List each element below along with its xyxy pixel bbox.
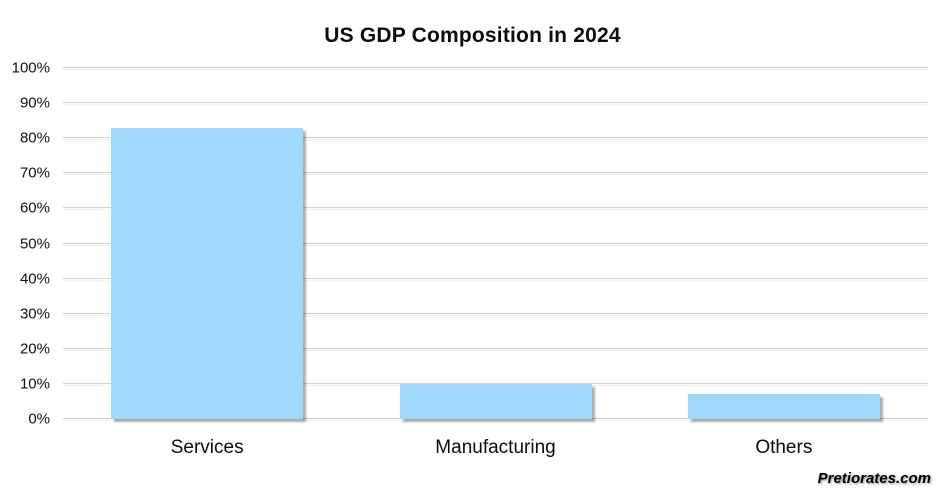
y-tick-label-20: 20% bbox=[19, 340, 50, 358]
gridline-60 bbox=[63, 207, 928, 209]
chart-title: US GDP Composition in 2024 bbox=[324, 24, 621, 47]
gridline-50 bbox=[63, 242, 928, 244]
gridline-40 bbox=[63, 277, 928, 279]
y-tick-label-80: 80% bbox=[19, 129, 50, 147]
gridline-100 bbox=[63, 67, 928, 68]
bar-services bbox=[111, 127, 304, 419]
y-tick-label-100: 100% bbox=[11, 59, 50, 77]
bar-manufacturing bbox=[399, 383, 592, 419]
y-tick-label-60: 60% bbox=[19, 199, 50, 217]
y-tick-label-40: 40% bbox=[19, 270, 50, 288]
y-tick-label-90: 90% bbox=[19, 94, 50, 112]
watermark: Pretiorates.com bbox=[817, 470, 931, 487]
gridline-90 bbox=[63, 102, 928, 104]
gridline-70 bbox=[63, 172, 928, 174]
y-tick-label-50: 50% bbox=[19, 235, 50, 252]
x-label-services: Services bbox=[170, 437, 244, 458]
gridline-30 bbox=[63, 312, 928, 314]
y-tick-label-70: 70% bbox=[19, 164, 50, 182]
x-label-manufacturing: Manufacturing bbox=[435, 437, 556, 458]
gridline-80 bbox=[63, 137, 928, 139]
gridline-10 bbox=[63, 382, 928, 384]
bar-others bbox=[687, 394, 880, 419]
y-tick-label-30: 30% bbox=[19, 305, 50, 323]
x-axis: Services Manufacturing Others bbox=[63, 419, 928, 469]
y-axis: 0% 10% 20% 30% 40% 50% 60% 70% 80% 90% 100% bbox=[0, 60, 50, 428]
y-tick-label-0: 0% bbox=[28, 410, 50, 428]
gridline-20 bbox=[63, 347, 928, 349]
x-label-others: Others bbox=[755, 437, 813, 458]
plot-area bbox=[63, 67, 928, 419]
y-tick-label-10: 10% bbox=[19, 375, 50, 393]
